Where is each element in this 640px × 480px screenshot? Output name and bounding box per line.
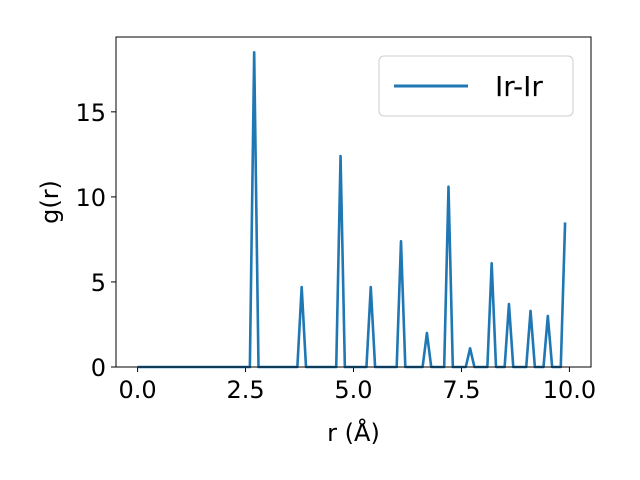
x-axis-label: r (Å): [327, 418, 380, 447]
y-tick-label: 15: [75, 99, 106, 127]
y-axis-label: g(r): [36, 180, 64, 224]
plot-area-frame: [115, 36, 592, 368]
x-tick-label: 7.5: [442, 376, 480, 404]
legend-box: [378, 55, 574, 117]
x-tick-label: 10.0: [543, 376, 596, 404]
x-tick-label: 2.5: [226, 376, 264, 404]
y-axis-ticks: 0 5 10 15: [75, 99, 116, 382]
x-tick-label: 0.0: [119, 376, 157, 404]
y-tick-label: 0: [91, 354, 106, 382]
legend: Ir-Ir: [378, 55, 574, 117]
legend-label: Ir-Ir: [495, 70, 543, 103]
y-tick-label: 10: [75, 184, 106, 212]
x-axis-ticks: 0.0 2.5 5.0 7.5 10.0: [119, 367, 596, 404]
y-tick-label: 5: [91, 269, 106, 297]
x-tick-label: 5.0: [334, 376, 372, 404]
